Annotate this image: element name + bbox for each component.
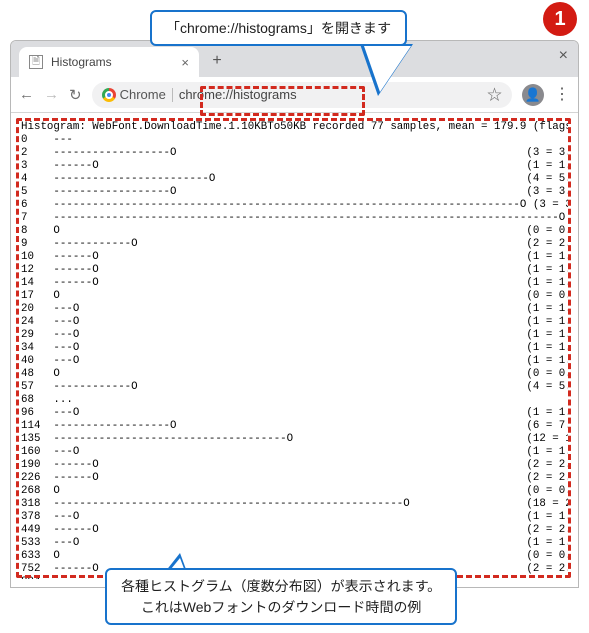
address-bar[interactable]: Chrome chrome://histograms ☆ <box>92 82 512 108</box>
page-icon: 🗎 <box>29 55 43 69</box>
tab-strip: 🗎 Histograms × + × <box>11 41 578 77</box>
tab-close-icon[interactable]: × <box>181 55 189 70</box>
toolbar: ← → ↻ Chrome chrome://histograms ☆ 👤 ⋮ <box>11 77 578 113</box>
histogram-content: Histogram: WebFont.DownloadTime.1.10KBTo… <box>21 121 568 579</box>
chrome-chip: Chrome <box>102 87 166 102</box>
new-tab-button[interactable]: + <box>205 50 229 74</box>
step-badge: 1 <box>543 2 577 36</box>
bookmark-star-icon[interactable]: ☆ <box>487 84 502 105</box>
callout-bottom-line1: 各種ヒストグラム（度数分布図）が表示されます。 <box>121 578 441 594</box>
chip-label: Chrome <box>120 87 166 102</box>
avatar-icon: 👤 <box>525 87 541 103</box>
callout-top-text: 「chrome://histograms」を開きます <box>166 20 391 36</box>
chrome-icon <box>102 88 116 102</box>
callout-top: 「chrome://histograms」を開きます <box>150 10 407 46</box>
profile-avatar[interactable]: 👤 <box>522 84 544 106</box>
address-url: chrome://histograms <box>179 87 297 102</box>
browser-window: 🗎 Histograms × + × ← → ↻ Chrome chrome:/… <box>10 40 579 588</box>
callout-top-pointer <box>360 44 413 96</box>
callout-bottom: 各種ヒストグラム（度数分布図）が表示されます。 これはWebフォントのダウンロー… <box>105 568 457 625</box>
back-icon[interactable]: ← <box>19 86 34 103</box>
tab-histograms[interactable]: 🗎 Histograms × <box>19 47 199 77</box>
reload-icon[interactable]: ↻ <box>69 86 82 104</box>
step-number: 1 <box>554 8 565 31</box>
menu-icon[interactable]: ⋮ <box>554 87 570 103</box>
forward-icon[interactable]: → <box>44 86 59 103</box>
address-separator <box>172 88 173 102</box>
tab-title: Histograms <box>51 55 112 69</box>
callout-bottom-line2: これはWebフォントのダウンロード時間の例 <box>141 599 422 615</box>
window-close-icon[interactable]: × <box>559 47 568 65</box>
